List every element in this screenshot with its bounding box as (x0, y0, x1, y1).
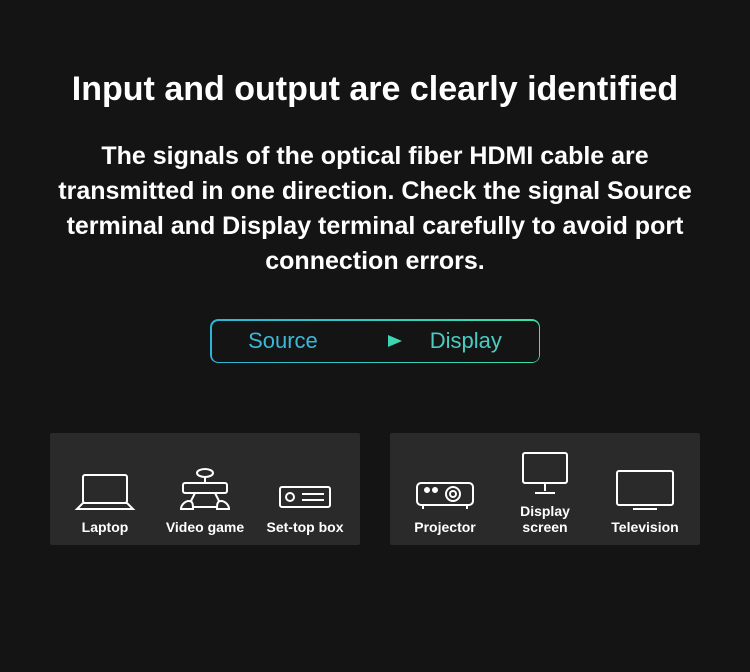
device-groups: Laptop Video game (30, 433, 720, 545)
device-label: Laptop (82, 519, 129, 535)
device-label: Set-top box (267, 519, 344, 535)
device-label: Projector (414, 519, 475, 535)
settop-icon (276, 463, 334, 513)
device-display-screen: Display screen (504, 447, 586, 535)
display-label: Display (430, 328, 502, 354)
arrow-icon (346, 334, 402, 348)
device-video-game: Video game (164, 447, 246, 535)
page-title: Input and output are clearly identified (30, 70, 720, 109)
display-group: Projector Display screen (390, 433, 700, 545)
direction-inner: Source Display (210, 319, 540, 363)
device-projector: Projector (404, 447, 486, 535)
device-television: Television (604, 447, 686, 535)
description-text: The signals of the optical fiber HDMI ca… (30, 139, 720, 279)
device-label: Television (611, 519, 678, 535)
infographic-container: Input and output are clearly identified … (0, 0, 750, 545)
device-laptop: Laptop (64, 447, 146, 535)
device-label: Video game (166, 519, 244, 535)
source-group: Laptop Video game (50, 433, 360, 545)
device-label: Display screen (504, 503, 586, 535)
source-label: Source (248, 328, 318, 354)
device-set-top-box: Set-top box (264, 447, 346, 535)
monitor-icon (517, 447, 573, 497)
laptop-icon (73, 463, 137, 513)
projector-icon (413, 463, 477, 513)
console-icon (175, 463, 235, 513)
direction-pill: Source Display (210, 319, 540, 363)
tv-icon (613, 463, 677, 513)
